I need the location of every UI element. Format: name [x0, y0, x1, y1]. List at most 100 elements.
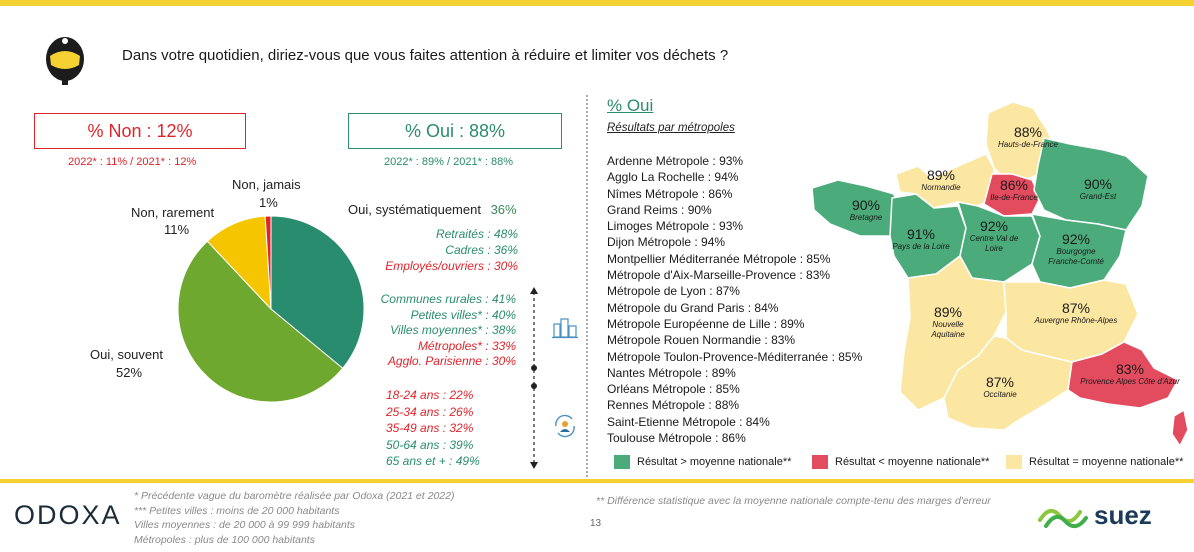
pie-slice-3 [264, 215, 272, 310]
region-label-hauts-de-france: 88% Hauts-de-France [988, 124, 1068, 150]
pie-label-rarement: Non, rarement [131, 205, 215, 220]
region-name: Bourgogne Franche-Comté [1048, 247, 1104, 266]
region-label-centre-val-de-loire: 92% Centre Val de Loire [965, 218, 1023, 254]
region-pct: 87% [985, 374, 1015, 390]
footnote: *** Petites villes : moins de 20 000 hab… [134, 504, 340, 517]
pie-slice-0 [270, 215, 365, 369]
region-pct: 91% [906, 226, 936, 242]
pie-label-souvent: Oui, souvent [90, 347, 163, 362]
list-item: Limoges Métropole : 93% [607, 219, 744, 234]
pie-value-rarement: 11% [164, 222, 190, 237]
age-50-64: 50-64 ans : 39% [386, 437, 474, 452]
list-item: Métropole du Grand Paris : 84% [607, 300, 779, 315]
breakdown-agglo: Communes rurales : 41% Petites villes* :… [356, 292, 516, 370]
region-label-paca: 83% Provence Alpes Côte d'Azur [1072, 361, 1188, 387]
oui-previous-waves: 2022* : 89% / 2021* : 88% [384, 156, 514, 168]
legend-swatch-below [812, 455, 828, 469]
region-name: Ile-de-France [990, 193, 1038, 202]
region-pct: 86% [999, 177, 1029, 193]
region-pct: 90% [1083, 176, 1113, 192]
region-name: Hauts-de-France [997, 140, 1059, 149]
list-item: Nantes Métropole : 89% [607, 365, 736, 380]
agglo-petites: Petites villes* : 40% [410, 307, 516, 322]
region-name: Centre Val de Loire [969, 234, 1019, 253]
legend-above: Résultat > moyenne nationale** [614, 455, 791, 469]
list-item: Rennes Métropole : 88% [607, 398, 740, 413]
list-item: Métropole de Lyon : 87% [607, 284, 740, 299]
footnote: Métropoles : plus de 100 000 habitants [134, 533, 315, 546]
age-65-plus: 65 ans et + : 49% [386, 454, 480, 468]
oui-total-box: % Oui : 88% [348, 113, 562, 149]
region-name: Auvergne Rhône-Alpes [1034, 316, 1118, 325]
list-item: Ardenne Métropole : 93% [607, 154, 744, 168]
list-item: Orléans Métropole : 85% [607, 382, 740, 397]
agglo-rurales: Communes rurales : 41% [380, 292, 516, 306]
odoxa-bubble-icon [42, 32, 88, 86]
list-item: Métropole d'Aix-Marseille-Provence : 83% [607, 268, 831, 283]
legend-text-above: Résultat > moyenne nationale** [637, 456, 792, 468]
region-label-nouvelle-aquitaine: 89% Nouvelle Aquitaine [920, 304, 976, 340]
list-item: Montpellier Méditerranée Métropole : 85% [607, 251, 831, 266]
region-shape-paca [1067, 341, 1179, 409]
region-name: Pays de la Loire [892, 242, 950, 251]
list-item: Toulouse Métropole : 86% [607, 431, 746, 446]
opinion-pie-chart [177, 215, 365, 403]
region-label-bretagne: 90% Bretagne [836, 197, 896, 223]
region-pct: 89% [933, 304, 963, 320]
region-label-occitanie: 87% Occitanie [970, 374, 1030, 400]
metropoles-subtitle: Résultats par métropoles [607, 122, 735, 134]
metropoles-title: % Oui [607, 96, 654, 115]
region-name: Nouvelle Aquitaine [931, 320, 965, 339]
region-shape-corse [1171, 409, 1189, 447]
odoxa-logo: ODOXA [14, 500, 122, 530]
syst-label: Oui, systématiquement [348, 202, 481, 217]
age-35-49: 35-49 ans : 32% [386, 421, 474, 435]
pie-value-souvent: 52% [116, 365, 143, 380]
region-pct: 92% [979, 218, 1009, 234]
list-item: Dijon Métropole : 94% [607, 235, 726, 250]
suez-wave-icon [1038, 508, 1088, 529]
legend-below: Résultat < moyenne nationale** [812, 455, 989, 469]
list-item: Grand Reims : 90% [607, 202, 712, 217]
footnote-significance: ** Différence statistique avec la moyenn… [596, 495, 991, 507]
metropoles-list: Ardenne Métropole : 93% Agglo La Rochell… [607, 153, 862, 446]
region-label-ile-de-france: 86% Ile-de-France [984, 177, 1044, 203]
pie-label-jamais: Non, jamais [232, 177, 301, 192]
region-name: Grand-Est [1079, 192, 1117, 201]
france-regions-map [811, 101, 1189, 447]
legend-swatch-equal [1006, 455, 1022, 469]
legend-text-below: Résultat < moyenne nationale** [835, 456, 990, 468]
breakdown-csp: Retraités : 48% Cadres : 36% Employés/ou… [368, 226, 518, 274]
csp-employes: Employés/ouvriers : 30% [385, 259, 518, 273]
region-label-bourgogne-franche-comte: 92% Bourgogne Franche-Comté [1040, 231, 1112, 267]
region-pct: 92% [1061, 231, 1091, 247]
region-pct: 83% [1115, 361, 1145, 377]
footnote: * Précédente vague du baromètre réalisée… [134, 490, 455, 502]
legend-equal: Résultat = moyenne nationale** [1006, 455, 1183, 469]
region-label-normandie: 89% Normandie [911, 167, 971, 193]
suez-logo: suez [1094, 500, 1152, 530]
list-item: Métropole Européenne de Lille : 89% [607, 316, 805, 331]
region-label-auvergne-rhone-alpes: 87% Auvergne Rhône-Alpes [1026, 300, 1126, 326]
age-25-34: 25-34 ans : 26% [386, 404, 474, 419]
city-icon [552, 318, 578, 339]
region-shape-ile-de-france [983, 173, 1041, 217]
age-18-24: 18-24 ans : 22% [386, 388, 474, 402]
region-label-pays-de-la-loire: 91% Pays de la Loire [890, 226, 952, 252]
pie-slice-1 [177, 240, 344, 403]
list-item: Nîmes Métropole : 86% [607, 186, 733, 201]
list-item: Métropole Toulon-Provence-Méditerranée :… [607, 349, 863, 364]
scale-arrow-icon [530, 287, 538, 469]
region-name: Normandie [921, 183, 961, 192]
region-name: Bretagne [849, 213, 883, 222]
bottom-accent-bar [0, 479, 1194, 483]
list-item: Métropole Rouen Normandie : 83% [607, 333, 796, 348]
agglo-moyennes: Villes moyennes* : 38% [390, 323, 516, 337]
region-name: Provence Alpes Côte d'Azur [1080, 377, 1180, 386]
region-pct: 88% [1013, 124, 1043, 140]
question-title: Dans votre quotidien, diriez-vous que vo… [122, 47, 729, 64]
csp-retraites: Retraités : 48% [435, 227, 518, 241]
footnote: Villes moyennes : de 20 000 à 99 999 hab… [134, 519, 356, 531]
region-pct: 87% [1061, 300, 1091, 316]
top-accent-bar [0, 0, 1194, 6]
